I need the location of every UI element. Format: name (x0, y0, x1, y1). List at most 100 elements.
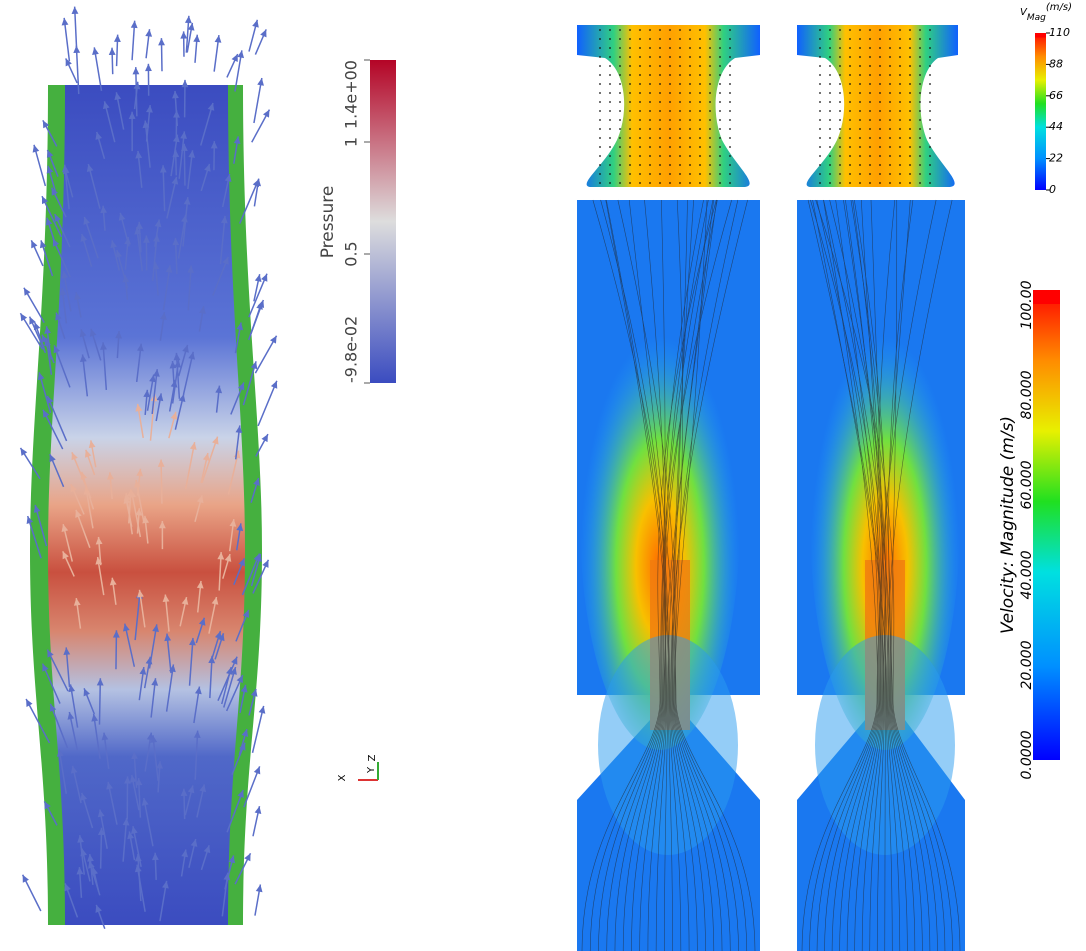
dot (929, 182, 931, 184)
dot (679, 182, 681, 184)
dot (889, 173, 891, 175)
dot (699, 47, 701, 49)
dot (669, 74, 671, 76)
dot (899, 119, 901, 121)
dot (639, 173, 641, 175)
dot (919, 155, 921, 157)
dot (669, 182, 671, 184)
dot (719, 155, 721, 157)
dot (709, 65, 711, 67)
dot (829, 155, 831, 157)
dot (639, 101, 641, 103)
dot (919, 56, 921, 58)
dot (889, 128, 891, 130)
dot (619, 164, 621, 166)
dot (849, 128, 851, 130)
dot (729, 128, 731, 130)
dot (619, 101, 621, 103)
dot (689, 92, 691, 94)
dot (729, 92, 731, 94)
dot (719, 65, 721, 67)
dot (719, 173, 721, 175)
dot (869, 137, 871, 139)
dot (929, 155, 931, 157)
dot (899, 74, 901, 76)
dot (629, 29, 631, 31)
dot (679, 110, 681, 112)
dot (649, 173, 651, 175)
dot (659, 137, 661, 139)
dot (859, 65, 861, 67)
dot (909, 119, 911, 121)
arrow-head (182, 80, 189, 87)
dot (689, 173, 691, 175)
dot (879, 65, 881, 67)
dot (919, 83, 921, 85)
dot (919, 173, 921, 175)
dot (689, 74, 691, 76)
dot (639, 155, 641, 157)
dot (679, 164, 681, 166)
arrow-head (145, 64, 152, 71)
dot (729, 83, 731, 85)
dot (839, 164, 841, 166)
dot (609, 101, 611, 103)
dot (639, 146, 641, 148)
dot (629, 119, 631, 121)
dot (659, 65, 661, 67)
dot (709, 38, 711, 40)
dot (869, 92, 871, 94)
dot (669, 38, 671, 40)
dot (629, 47, 631, 49)
dot (909, 101, 911, 103)
dot (669, 101, 671, 103)
dot (609, 74, 611, 76)
arrow-head (72, 7, 79, 14)
dot (819, 164, 821, 166)
dot (729, 146, 731, 148)
dot (829, 65, 831, 67)
dot (649, 119, 651, 121)
dot (599, 65, 601, 67)
dot (819, 182, 821, 184)
dot (829, 164, 831, 166)
figure: Pressure 1.4e+00 1 0.5 -9.8e-02 X Y Z VM… (0, 0, 1086, 951)
dot (679, 29, 681, 31)
dot (679, 146, 681, 148)
dot (599, 137, 601, 139)
dot (869, 155, 871, 157)
dot (849, 47, 851, 49)
dot (909, 38, 911, 40)
dot (639, 110, 641, 112)
dot (869, 83, 871, 85)
arrow-head (215, 35, 222, 43)
dot (709, 164, 711, 166)
dot (629, 92, 631, 94)
dot (609, 137, 611, 139)
dot (649, 110, 651, 112)
dot (619, 128, 621, 130)
dot (699, 146, 701, 148)
dot (659, 83, 661, 85)
dot (879, 83, 881, 85)
dot (869, 182, 871, 184)
dot (859, 182, 861, 184)
dot (699, 83, 701, 85)
pressure-field (48, 85, 245, 925)
dot (829, 182, 831, 184)
velocity-colorbar (1033, 290, 1060, 760)
dot (619, 146, 621, 148)
axis-label: Z (367, 754, 378, 761)
dot (929, 119, 931, 121)
vmag-label: 22 (1049, 152, 1063, 165)
dot (859, 56, 861, 58)
dot (729, 173, 731, 175)
dot (709, 110, 711, 112)
arrow-head (109, 48, 116, 55)
dot (829, 146, 831, 148)
dot (639, 182, 641, 184)
dot (839, 128, 841, 130)
velocity-title: Velocity: Magnitude (m/s) (998, 416, 1018, 634)
dot (689, 119, 691, 121)
dot (659, 38, 661, 40)
